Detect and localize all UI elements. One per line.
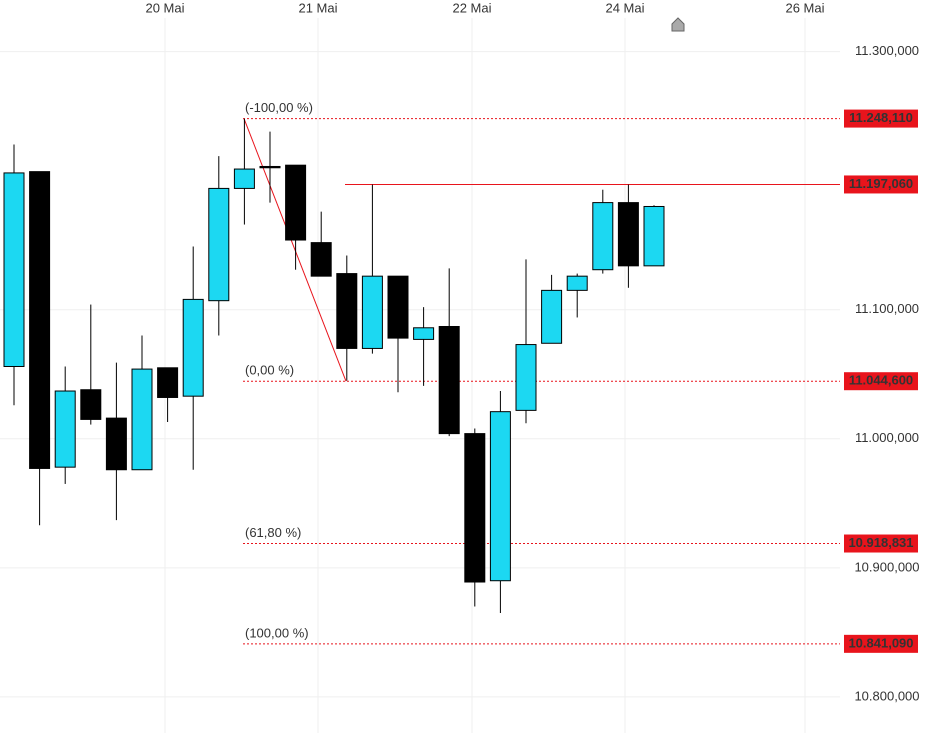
level-price-box	[844, 634, 918, 653]
level-price-box	[844, 109, 918, 128]
level-label: (100,00 %)	[245, 625, 309, 640]
candle-body	[3, 172, 25, 367]
candle-body	[80, 389, 102, 420]
y-tick-label: 11.000,000	[855, 430, 919, 445]
candle-body	[489, 411, 511, 582]
y-tick-label: 10.900,000	[854, 559, 919, 574]
level-price: 11.248,110	[849, 110, 913, 125]
level-label: (-100,00 %)	[245, 100, 313, 115]
candle-body	[387, 275, 409, 339]
candle-body	[515, 344, 537, 411]
candle-body	[285, 164, 307, 241]
level-price: 11.044,600	[849, 373, 913, 388]
x-tick-label: 22 Mai	[452, 0, 491, 15]
candle-body	[361, 275, 383, 349]
candle-body	[208, 187, 230, 302]
level-price-box	[844, 372, 918, 391]
x-tick-label: 21 Mai	[298, 0, 337, 15]
candle-body	[29, 171, 51, 469]
candle-body	[566, 275, 588, 291]
marker-icon	[671, 17, 685, 32]
x-tick-label: 24 Mai	[605, 0, 644, 15]
level-price-box	[844, 175, 918, 194]
y-tick-label: 11.300,000	[855, 43, 919, 58]
level-price: 11.197,060	[849, 176, 913, 191]
candle-body	[592, 202, 614, 271]
candle-body	[131, 368, 153, 471]
candle-body	[54, 390, 76, 468]
x-tick-label: 26 Mai	[785, 0, 824, 15]
level-label: (0,00 %)	[245, 363, 294, 378]
candle-body	[310, 242, 332, 277]
level-price: 10.841,090	[848, 635, 913, 650]
level-label: (61,80 %)	[245, 525, 301, 540]
y-tick-label: 10.800,000	[854, 688, 919, 703]
level-price: 10.918,831	[848, 535, 913, 550]
candle-body	[617, 202, 639, 267]
candle-body	[233, 168, 255, 189]
candle-body	[643, 205, 665, 267]
y-tick-label: 11.100,000	[855, 301, 919, 316]
candle-body	[438, 325, 460, 435]
candle-body	[259, 165, 281, 169]
candle-body	[336, 273, 358, 349]
candle-body	[541, 289, 563, 344]
candle-body	[182, 298, 204, 397]
level-price-box	[844, 534, 918, 553]
candle-body	[464, 433, 486, 583]
trend-line	[243, 118, 347, 382]
x-tick-label: 20 Mai	[145, 0, 184, 15]
candle-body	[157, 367, 179, 398]
candle-body	[105, 417, 127, 471]
candle-body	[413, 327, 435, 340]
